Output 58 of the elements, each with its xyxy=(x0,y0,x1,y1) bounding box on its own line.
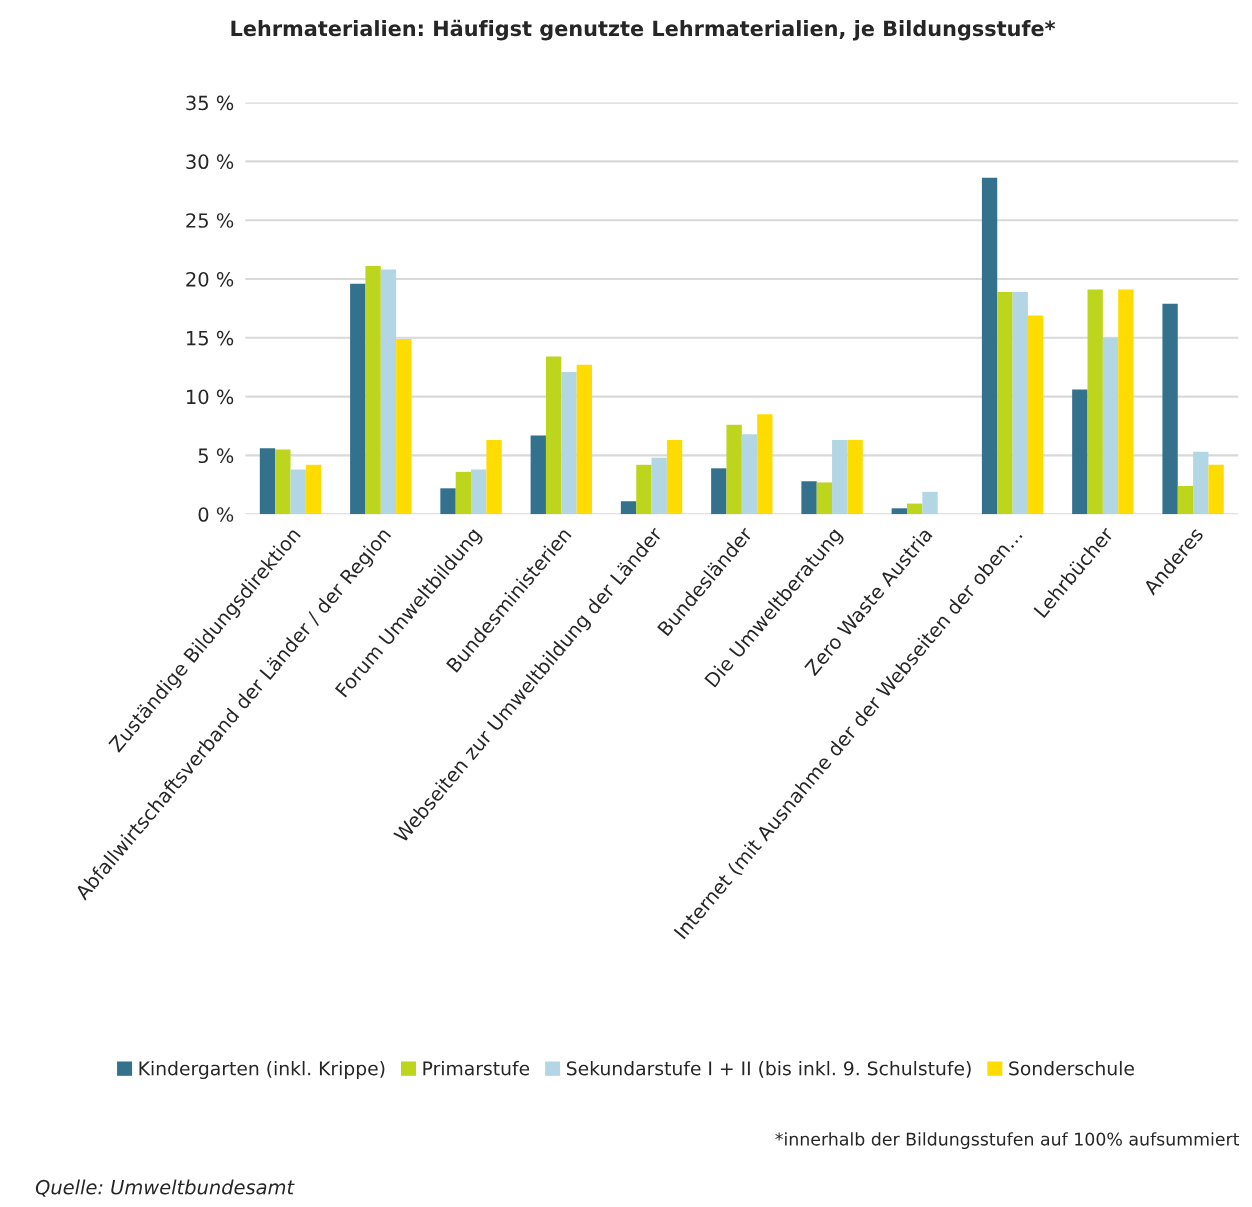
legend-label: Sonderschule xyxy=(1009,1060,1134,1076)
y-tick-label: 10 % xyxy=(187,389,234,405)
bar xyxy=(711,468,727,515)
bar xyxy=(891,508,907,515)
legend-label: Kindergarten (inkl. Krippe) xyxy=(139,1060,385,1080)
bar xyxy=(816,482,833,515)
text: *innerhalb der Bildungsstufen auf 100% aufsummiert xyxy=(775,1132,1240,1150)
bar xyxy=(350,283,366,515)
bar xyxy=(380,269,397,515)
bar xyxy=(1193,451,1209,515)
bar xyxy=(259,448,276,515)
bar xyxy=(365,266,381,515)
y-tick-label: 15 % xyxy=(187,330,234,346)
bar xyxy=(455,471,472,515)
bar xyxy=(906,503,923,515)
legend-label: Sekundarstufe I + II (bis inkl. 9. Schulstufe) xyxy=(566,1060,971,1078)
bar xyxy=(1162,303,1178,515)
legend-label: Primarstufe xyxy=(423,1060,530,1076)
bar xyxy=(922,491,938,515)
chart-title: Lehrmaterialien: Häufigst genutzte Lehrmaterialien, je Bildungsstufe* xyxy=(231,19,1056,41)
bar xyxy=(396,338,412,515)
bar xyxy=(666,440,683,515)
bar xyxy=(620,501,637,515)
bar xyxy=(741,434,758,515)
bar xyxy=(545,356,562,515)
bar xyxy=(1087,289,1103,515)
bar xyxy=(1177,485,1194,515)
y-tick-label: 5 % xyxy=(198,448,234,464)
bar xyxy=(757,414,773,515)
bar xyxy=(1072,389,1088,515)
y-tick-label: 20 % xyxy=(186,271,234,287)
y-tick-label: 35 % xyxy=(186,95,234,111)
bar xyxy=(290,469,306,515)
y-tick-label: 0 % xyxy=(198,507,234,522)
bar xyxy=(847,440,863,515)
bar xyxy=(801,481,817,515)
y-tick-label: 25 % xyxy=(186,213,234,228)
bar xyxy=(486,440,502,515)
bar xyxy=(275,449,291,515)
bar xyxy=(997,291,1013,515)
bar xyxy=(1012,291,1028,515)
bar xyxy=(305,464,322,515)
bar xyxy=(726,424,742,515)
bar xyxy=(981,177,998,515)
bar xyxy=(561,371,577,515)
source-note: Quelle: Umweltbundesamt xyxy=(35,1179,295,1197)
bar xyxy=(832,440,848,515)
bar xyxy=(471,469,487,515)
bar xyxy=(1208,464,1224,515)
bar xyxy=(576,364,592,515)
bar xyxy=(1102,337,1119,515)
bar xyxy=(530,435,546,515)
y-tick-label: 30 % xyxy=(186,154,234,170)
bar xyxy=(440,488,456,515)
bar xyxy=(1027,315,1044,515)
bar xyxy=(636,464,652,515)
bar xyxy=(651,457,667,515)
bar xyxy=(1118,289,1134,515)
